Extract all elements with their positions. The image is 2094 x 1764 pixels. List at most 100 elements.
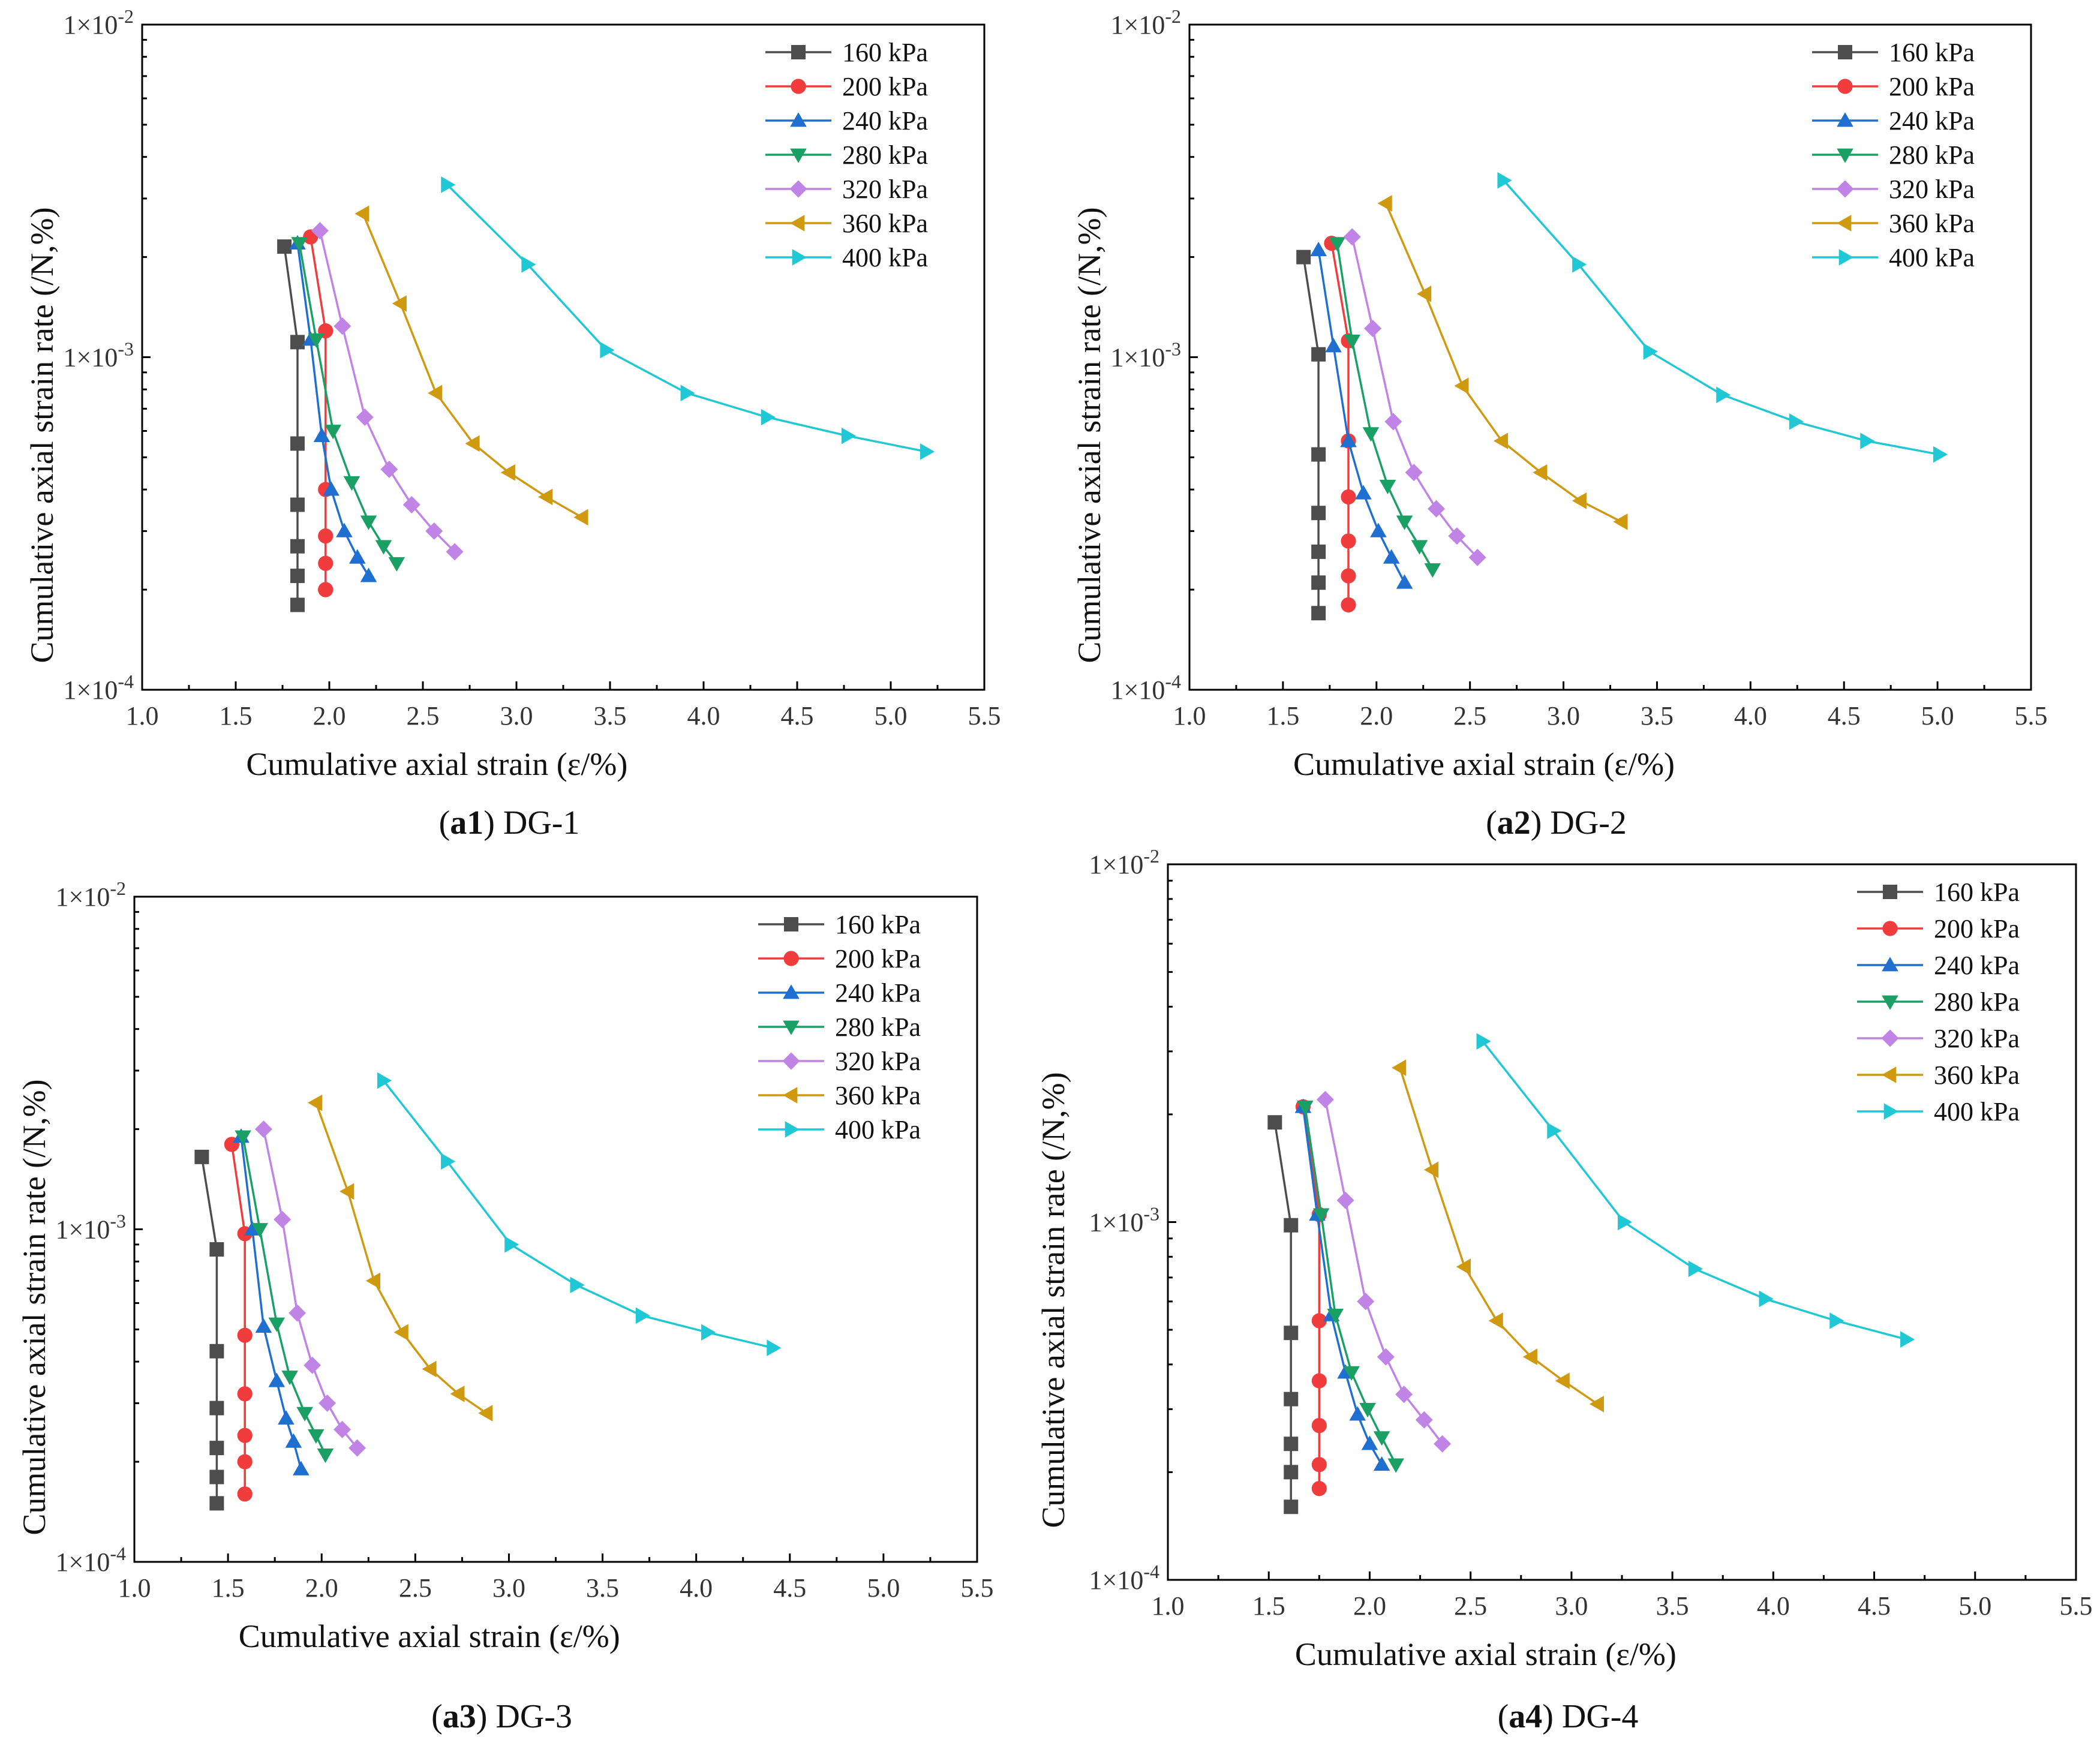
- x-tick-label: 1.5: [1252, 1591, 1285, 1621]
- data-point: [334, 1420, 351, 1438]
- data-point: [1341, 489, 1356, 505]
- chart-panel-a4: 1.0 1.5 2.0 2.5 3.0 3.5 4.0 4.5 5.0 5.5 1×10-4 1×10…: [1035, 845, 2093, 1735]
- series-200-kpa: [224, 1137, 253, 1502]
- data-point: [600, 341, 615, 359]
- legend-marker: [1838, 45, 1852, 59]
- data-point: [340, 1183, 354, 1200]
- x-tick-label: 3.0: [492, 1573, 525, 1603]
- series-line: [240, 1136, 302, 1470]
- data-point: [392, 295, 407, 312]
- series-line: [298, 243, 398, 564]
- legend-item: 200 kPa: [1812, 72, 1975, 101]
- series-320-kpa: [311, 222, 464, 561]
- data-point: [1383, 549, 1400, 564]
- legend-label: 200 kPa: [1934, 914, 2020, 943]
- data-point: [1284, 1437, 1299, 1452]
- data-point: [450, 1386, 465, 1402]
- data-point: [1329, 237, 1346, 252]
- data-point: [1555, 1372, 1570, 1389]
- legend-item: 400 kPa: [765, 243, 928, 272]
- data-point: [349, 549, 366, 564]
- data-point: [538, 488, 553, 506]
- data-point: [375, 540, 392, 555]
- series-360-kpa: [308, 1094, 493, 1422]
- legend-marker: [792, 249, 807, 266]
- data-point: [1284, 1499, 1299, 1514]
- data-point: [1284, 1465, 1299, 1480]
- series-200-kpa: [1324, 236, 1356, 613]
- legend: 160 kPa 200 kPa 240 kPa 280 kPa 320 kPa 360 k…: [1812, 38, 1975, 272]
- series-200-kpa: [1295, 1099, 1327, 1496]
- x-tick-label: 2.0: [313, 701, 346, 731]
- data-point: [521, 256, 536, 273]
- data-point: [318, 555, 334, 571]
- legend-label: 360 kPa: [1889, 209, 1975, 238]
- data-point: [1364, 320, 1382, 338]
- x-tick-label: 2.0: [1360, 701, 1393, 731]
- y-axis-title: Cumulative axial strain rate (/N,%): [16, 1079, 52, 1535]
- data-point: [268, 1372, 286, 1387]
- data-point: [1395, 1386, 1413, 1404]
- data-point: [761, 408, 776, 426]
- panel-caption: (a4) DG-4: [1498, 1698, 1639, 1735]
- legend-marker: [1882, 1066, 1897, 1083]
- data-point: [1448, 527, 1466, 545]
- data-point: [289, 1304, 307, 1322]
- series-360-kpa: [1377, 195, 1628, 530]
- x-axis-title: Cumulative axial strain (ε/%): [1293, 746, 1675, 782]
- legend-item: 400 kPa: [758, 1115, 921, 1144]
- legend-item: 360 kPa: [765, 209, 928, 238]
- y-axis-title: Cumulative axial strain rate (/N,%): [1035, 1072, 1071, 1528]
- data-point: [308, 1429, 325, 1444]
- data-point: [1267, 1115, 1282, 1130]
- chart-panel-a1: 1.0 1.5 2.0 2.5 3.0 3.5 4.0 4.5 5.0 5.5 1×10-4 1×10…: [24, 5, 1001, 842]
- y-tick-label: 1×10-4: [56, 1543, 126, 1577]
- data-point: [255, 1318, 272, 1333]
- data-point: [1493, 432, 1509, 449]
- data-point: [291, 237, 308, 252]
- data-point: [1327, 1309, 1344, 1324]
- legend-marker: [791, 79, 806, 94]
- data-point: [377, 1072, 392, 1089]
- data-point: [235, 1130, 251, 1145]
- data-point: [285, 1433, 302, 1448]
- data-point: [1311, 606, 1326, 621]
- data-point: [1488, 1312, 1503, 1329]
- series-240-kpa: [1310, 242, 1413, 589]
- data-point: [1618, 1213, 1633, 1231]
- data-point: [1759, 1290, 1774, 1308]
- series-400-kpa: [1497, 172, 1948, 463]
- data-point: [1341, 597, 1356, 613]
- data-point: [308, 1094, 323, 1111]
- data-point: [237, 1327, 253, 1343]
- data-point: [1340, 432, 1357, 447]
- x-tick-label: 4.0: [1734, 701, 1767, 731]
- x-tick-label: 2.5: [1453, 701, 1486, 731]
- legend-marker: [1881, 1029, 1899, 1047]
- data-point: [209, 1496, 224, 1511]
- series-line: [1399, 1067, 1599, 1405]
- data-point: [1362, 427, 1380, 442]
- legend-item: 320 kPa: [1812, 175, 1975, 204]
- data-point: [237, 1486, 253, 1502]
- x-tick-label: 5.5: [2060, 1591, 2093, 1621]
- y-tick-label: 1×10-2: [56, 878, 126, 912]
- x-tick-label: 5.0: [875, 701, 908, 731]
- data-point: [323, 481, 340, 496]
- panel-caption: (a1) DG-1: [439, 804, 580, 842]
- series-160-kpa: [1296, 250, 1326, 621]
- data-point: [1392, 1059, 1407, 1076]
- x-tick-label: 4.0: [680, 1573, 713, 1603]
- data-point: [281, 1371, 298, 1386]
- legend-marker: [782, 1052, 800, 1070]
- data-point: [1428, 500, 1446, 518]
- data-point: [1417, 286, 1432, 302]
- data-point: [680, 384, 695, 402]
- data-point: [268, 1317, 286, 1332]
- data-point: [1522, 1348, 1537, 1366]
- legend-label: 320 kPa: [835, 1047, 921, 1076]
- legend-label: 200 kPa: [1889, 72, 1975, 101]
- x-tick-label: 2.5: [407, 701, 440, 731]
- data-point: [317, 1448, 334, 1464]
- x-tick-label: 3.5: [1641, 701, 1674, 731]
